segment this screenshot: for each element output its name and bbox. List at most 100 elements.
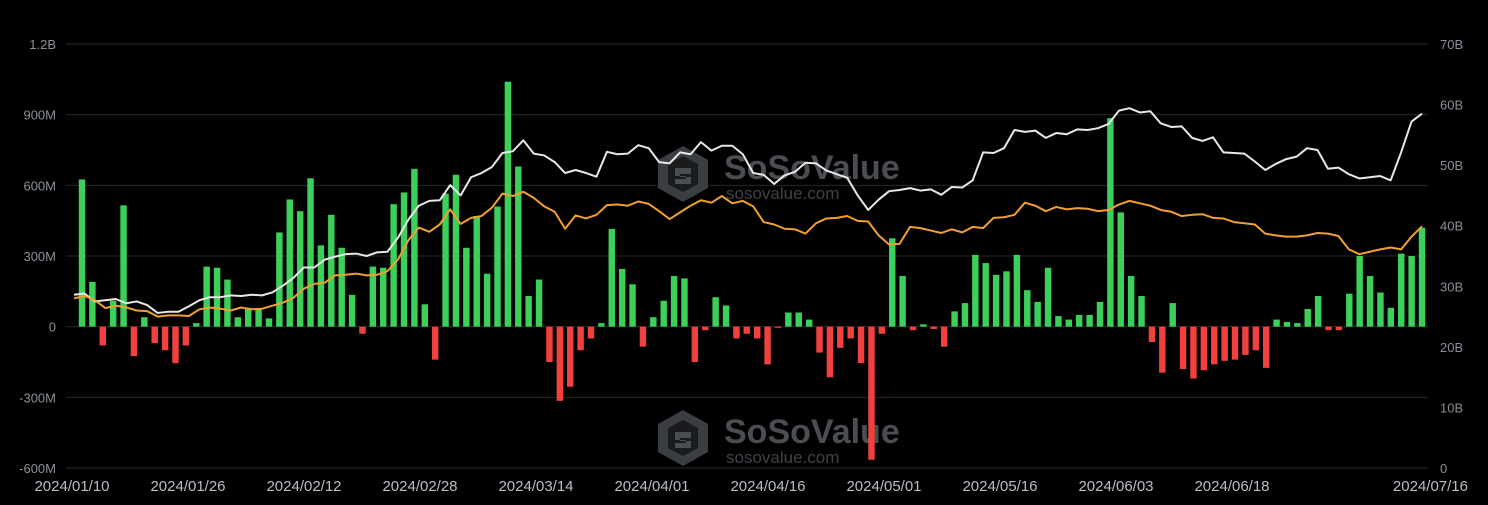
outflow-bar (161, 326, 169, 351)
inflow-bar (525, 296, 532, 327)
inflow-bar (598, 323, 605, 327)
left-tick-label: 900M (23, 108, 56, 123)
inflow-bar (78, 179, 86, 327)
inflow-bar (1003, 271, 1010, 327)
x-tick-label: 2024/05/01 (846, 478, 921, 495)
left-tick-label: 600M (23, 178, 56, 193)
right-y-axis: 70B 60B 50B 40B 30B 20B 10B 0 (1440, 37, 1463, 476)
outflow-bar (359, 326, 366, 334)
watermark-url: sosovalue.com (726, 184, 839, 203)
inflow-bar (224, 279, 231, 327)
outflow-bar (1159, 326, 1166, 373)
inflow-bar (1107, 118, 1114, 327)
inflow-bar (650, 317, 657, 327)
watermark: SoSoValue sosovalue.com (658, 410, 900, 467)
inflow-bar (483, 273, 491, 327)
inflow-bar (442, 193, 449, 327)
inflow-bar (992, 274, 1000, 327)
inflow-bar (1314, 296, 1322, 327)
inflow-bar (1024, 290, 1031, 327)
outflow-bar (546, 326, 553, 362)
outflow-bar (431, 326, 439, 360)
inflow-bar (1075, 314, 1083, 327)
outflow-bar (1200, 326, 1208, 371)
inflow-bar (193, 323, 200, 327)
right-tick-label: 20B (1440, 340, 1463, 355)
outflow-bar (1335, 326, 1343, 331)
outflow-bar (151, 326, 158, 344)
inflow-bar (618, 268, 626, 327)
sosovalue-logo-icon (658, 146, 708, 202)
left-tick-label: -600M (19, 461, 56, 476)
inflow-bar (1366, 276, 1374, 327)
inflow-bar (1034, 301, 1041, 327)
inflow-bar (1398, 253, 1405, 327)
inflow-bar (1086, 314, 1093, 327)
inflow-bar (400, 192, 408, 327)
watermark-brand: SoSoValue (724, 149, 900, 187)
inflow-bar (972, 254, 979, 327)
inflow-bar (463, 247, 470, 327)
x-tick-label: 2024/05/16 (962, 478, 1037, 495)
outflow-bar (940, 326, 948, 347)
outflow-bar (764, 326, 771, 365)
left-tick-label: -300M (19, 390, 56, 405)
inflow-bar (535, 279, 543, 327)
outflow-bar (868, 326, 875, 460)
inflow-bar (452, 174, 460, 327)
outflow-bar (1221, 326, 1228, 361)
inflow-bar (1304, 309, 1311, 327)
inflow-bar (421, 304, 429, 327)
inflow-bar (660, 300, 667, 327)
flow-bars (78, 81, 1426, 460)
x-tick-label: 2024/04/16 (730, 478, 805, 495)
right-tick-label: 0 (1440, 461, 1447, 476)
inflow-bar (1138, 296, 1145, 327)
outflow-bar (826, 326, 834, 378)
inflow-bar (1356, 256, 1363, 327)
inflow-bar (1418, 227, 1426, 327)
inflow-bar (296, 211, 304, 327)
inflow-bar (899, 276, 906, 327)
outflow-bar (577, 326, 584, 351)
outflow-bar (702, 326, 709, 331)
inflow-bar (348, 294, 356, 327)
outflow-bar (878, 326, 886, 334)
x-tick-label: 2024/07/16 (1393, 478, 1468, 495)
x-tick-label: 2024/01/10 (34, 478, 109, 495)
inflow-bar (120, 205, 127, 327)
price-line-orange (73, 190, 1423, 318)
outflow-bar (99, 326, 106, 346)
outflow-bar (1179, 326, 1187, 370)
inflow-bar (1013, 254, 1021, 327)
price-line-white (73, 107, 1423, 314)
right-tick-label: 10B (1440, 400, 1463, 415)
inflow-bar (712, 297, 719, 327)
inflow-bar (338, 247, 345, 327)
x-tick-label: 2024/06/18 (1194, 478, 1269, 495)
inflow-bar (1273, 319, 1280, 327)
gridlines (66, 43, 1428, 469)
inflow-bar (629, 284, 636, 327)
inflow-bar (515, 166, 522, 327)
outflow-bar (837, 326, 844, 348)
inflow-bar (286, 199, 293, 327)
inflow-bar (369, 266, 377, 327)
inflow-bar (722, 305, 730, 327)
inflow-bar (255, 309, 262, 327)
outflow-bar (857, 326, 865, 364)
inflow-bar (1377, 292, 1384, 327)
x-tick-label: 2024/04/01 (614, 478, 689, 495)
inflow-bar (1065, 319, 1073, 327)
inflow-bar (380, 267, 387, 327)
inflow-bar (1096, 301, 1104, 327)
x-tick-label: 2024/01/26 (150, 478, 225, 495)
right-tick-label: 70B (1440, 37, 1463, 52)
inflow-bar (109, 300, 117, 327)
outflow-bar (1242, 326, 1249, 355)
inflow-bar (795, 312, 802, 327)
outflow-bar (753, 326, 761, 339)
watermark-url: sosovalue.com (726, 448, 839, 467)
inflow-bar (504, 81, 512, 327)
